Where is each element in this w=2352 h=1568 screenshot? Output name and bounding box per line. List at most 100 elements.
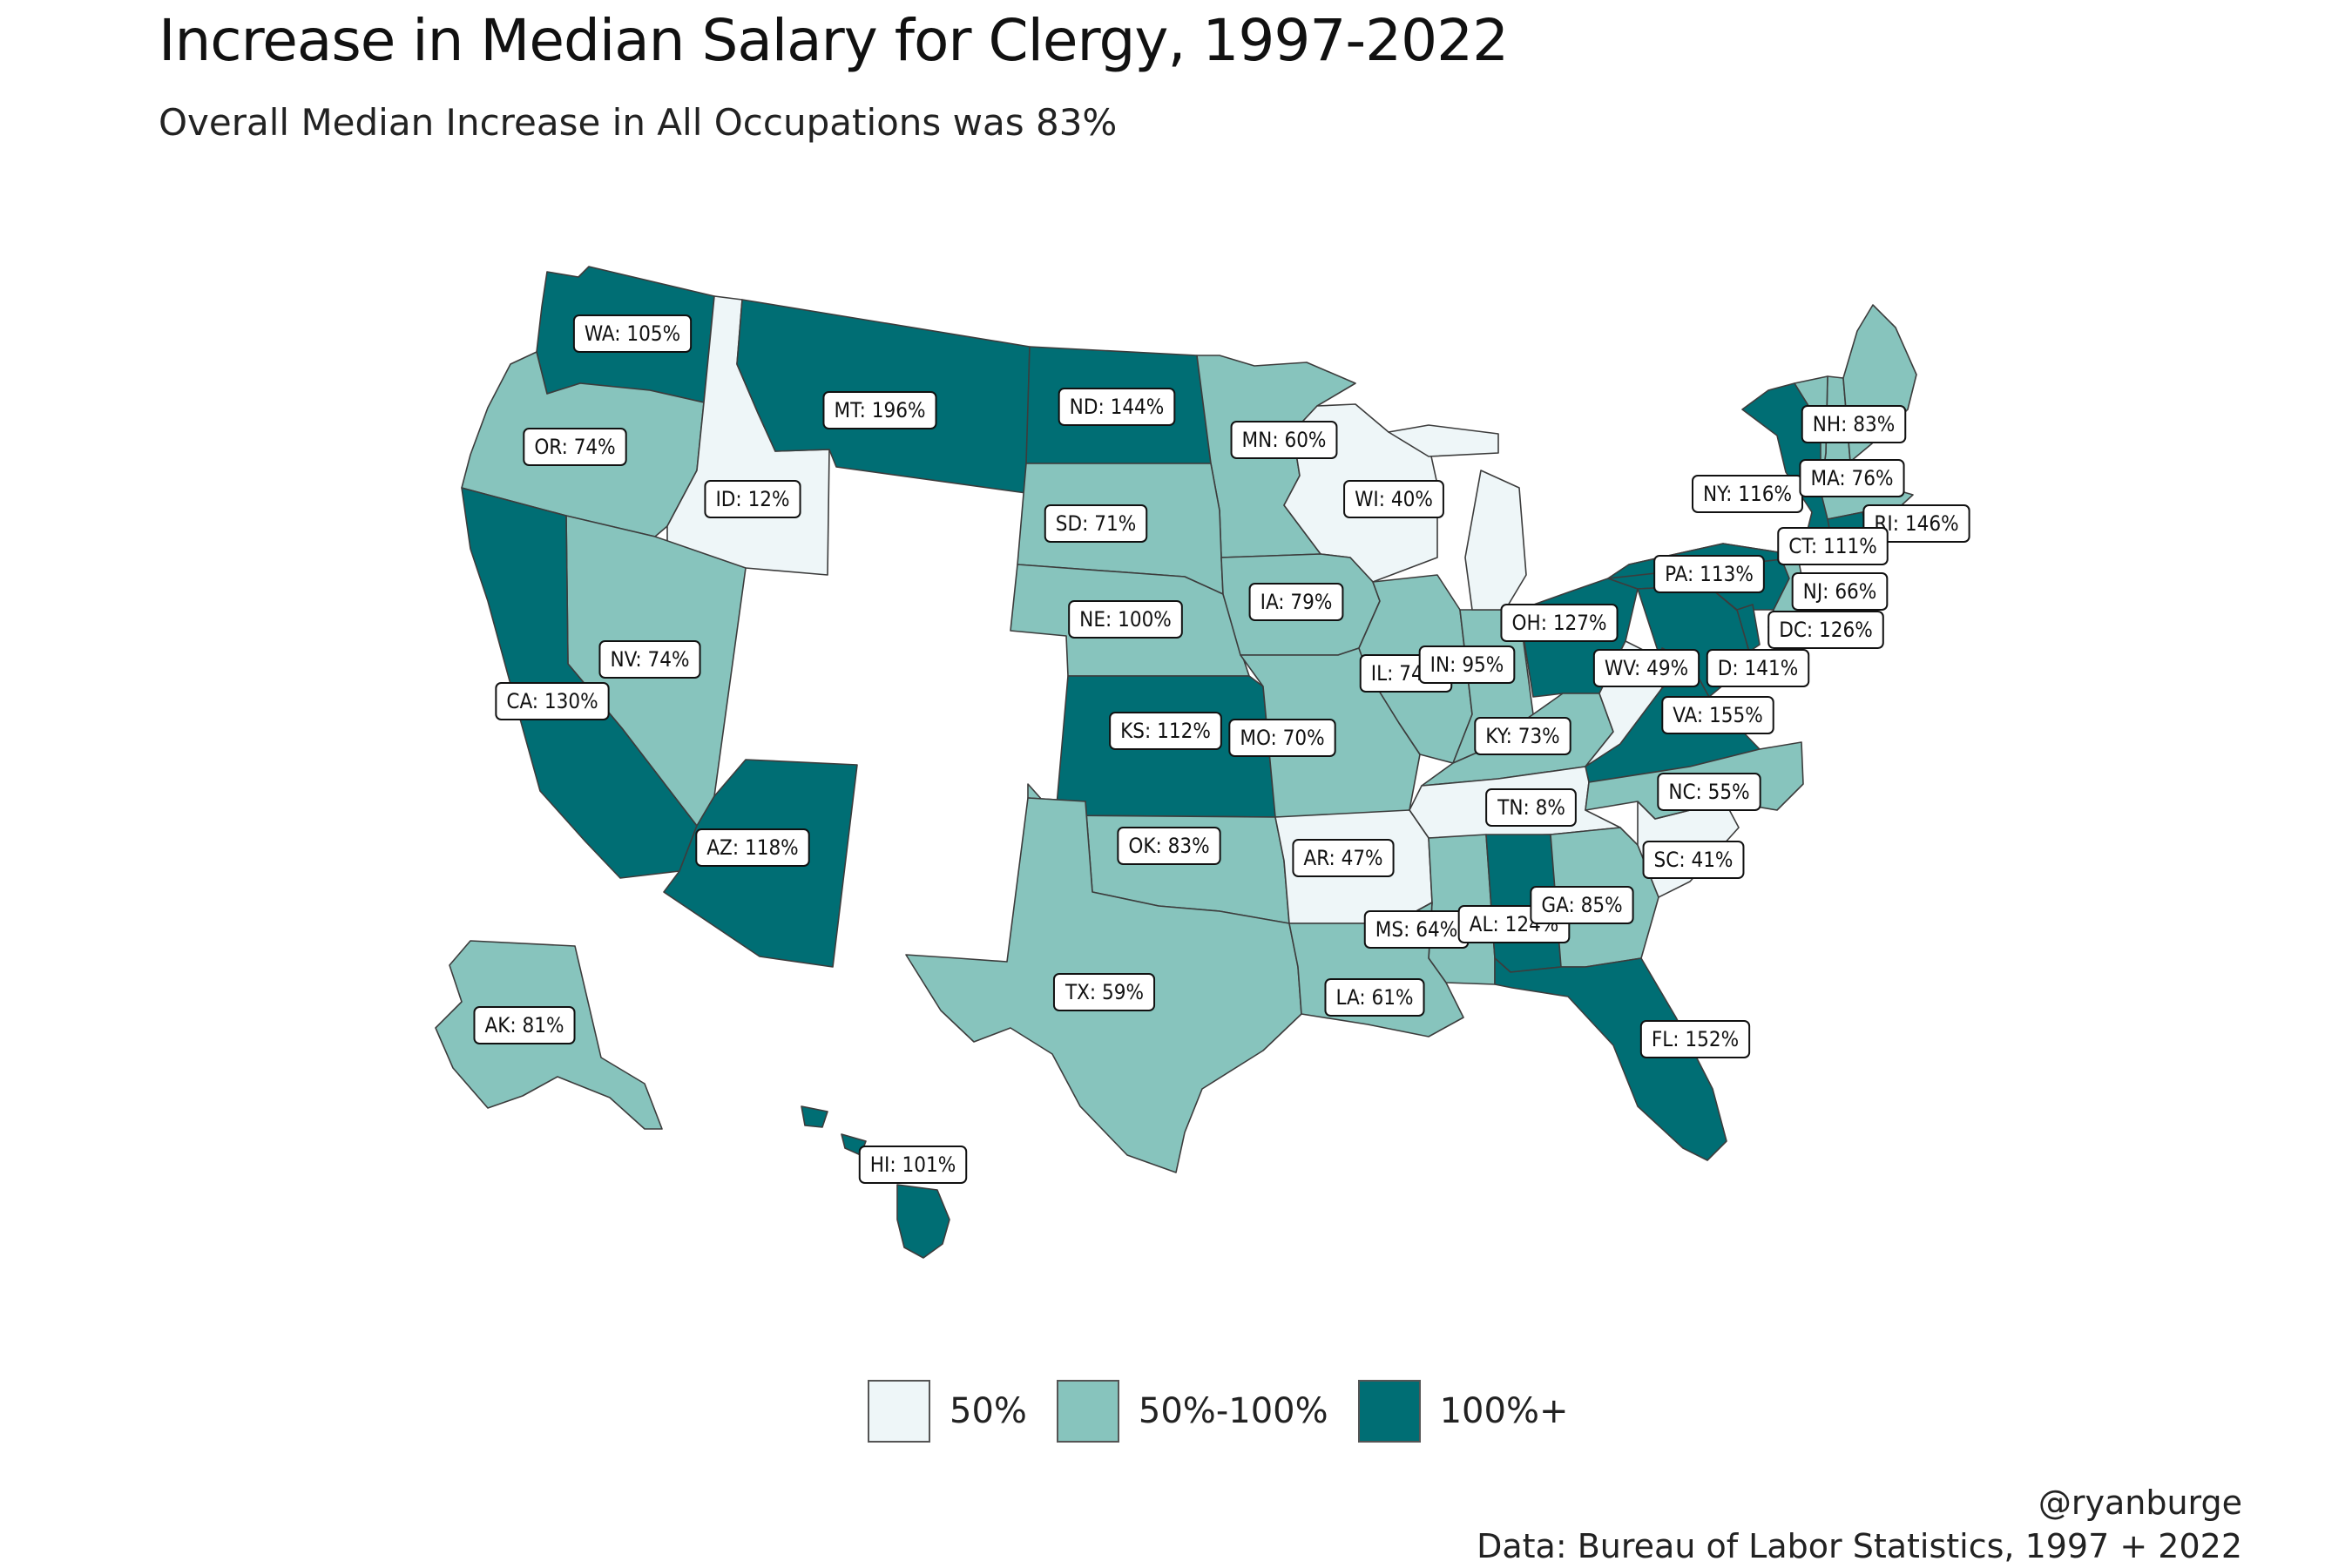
state-label-ma: MA: 76%	[1799, 459, 1905, 497]
credit-handle: @ryanburge	[2038, 1484, 2242, 1522]
svg-text:IA: 79%: IA: 79%	[1260, 590, 1333, 614]
legend-swatch-low	[868, 1380, 930, 1443]
state-label-oh: OH: 127%	[1500, 604, 1619, 642]
legend-swatch-mid	[1056, 1380, 1119, 1443]
svg-text:IN: 95%: IN: 95%	[1430, 652, 1504, 677]
state-label-nv: NV: 74%	[598, 640, 701, 679]
svg-text:MA: 76%: MA: 76%	[1810, 466, 1893, 490]
svg-text:TN: 8%: TN: 8%	[1497, 795, 1565, 820]
legend-item-low: 50%	[868, 1380, 1027, 1443]
state-label-hi: HI: 101%	[858, 1146, 968, 1184]
svg-text:KY: 73%: KY: 73%	[1485, 724, 1559, 748]
svg-text:AR: 47%: AR: 47%	[1303, 846, 1382, 870]
svg-text:TX: 59%: TX: 59%	[1064, 980, 1144, 1004]
svg-text:NV: 74%: NV: 74%	[610, 647, 689, 672]
svg-text:CT: 111%: CT: 111%	[1788, 534, 1876, 558]
svg-text:KS: 112%: KS: 112%	[1120, 719, 1211, 743]
svg-text:ID: 12%: ID: 12%	[715, 487, 789, 511]
state-label-sc: SC: 41%	[1642, 841, 1745, 879]
svg-text:NC: 55%: NC: 55%	[1668, 780, 1749, 804]
state-label-pa: PA: 113%	[1653, 555, 1765, 593]
state-label-ny: NY: 116%	[1692, 475, 1803, 513]
svg-text:GA: 85%: GA: 85%	[1541, 893, 1622, 917]
state-label-ky: KY: 73%	[1474, 717, 1571, 755]
state-label-nj: NJ: 66%	[1791, 572, 1889, 611]
state-label-ne: NE: 100%	[1068, 600, 1183, 639]
svg-text:NE: 100%: NE: 100%	[1079, 607, 1172, 632]
svg-text:AK: 81%: AK: 81%	[484, 1013, 564, 1037]
state-label-mo: MO: 70%	[1228, 719, 1336, 757]
legend-label-low: 50%	[950, 1391, 1027, 1431]
credit: @ryanburge Data: Bureau of Labor Statist…	[1477, 1481, 2242, 1568]
state-label-ga: GA: 85%	[1530, 886, 1634, 924]
svg-text:MN: 60%: MN: 60%	[1242, 428, 1327, 452]
legend-swatch-high	[1357, 1380, 1421, 1443]
state-label-wi: WI: 40%	[1343, 480, 1444, 518]
state-label-ks: KS: 112%	[1109, 712, 1222, 750]
legend-label-high: 100%+	[1439, 1391, 1569, 1431]
state-label-ia: IA: 79%	[1248, 583, 1344, 621]
state-label-mn: MN: 60%	[1230, 421, 1338, 459]
svg-text:MT: 196%: MT: 196%	[834, 398, 925, 422]
svg-text:SC: 41%: SC: 41%	[1654, 848, 1734, 872]
state-label-sd: SD: 71%	[1044, 504, 1148, 543]
legend-label-mid: 50%-100%	[1138, 1391, 1328, 1431]
state-label-az: AZ: 118%	[695, 828, 810, 867]
svg-text:NH: 83%: NH: 83%	[1813, 412, 1896, 436]
svg-text:OH: 127%: OH: 127%	[1511, 611, 1606, 635]
state-label-or: OR: 74%	[523, 428, 627, 466]
map-subtitle: Overall Median Increase in All Occupatio…	[159, 101, 1118, 144]
state-label-va: VA: 155%	[1661, 696, 1774, 734]
state-label-mt: MT: 196%	[822, 391, 937, 429]
state-label-ms: MS: 64%	[1363, 910, 1470, 949]
legend-item-mid: 50%-100%	[1056, 1380, 1328, 1443]
svg-text:HI: 101%: HI: 101%	[870, 1152, 956, 1177]
svg-text:WA: 105%: WA: 105%	[585, 321, 680, 346]
state-hi	[801, 1105, 950, 1259]
state-label-wv: WV: 49%	[1592, 649, 1700, 687]
state-label-in: IN: 95%	[1418, 645, 1516, 684]
state-label-nd: ND: 144%	[1058, 388, 1176, 426]
state-de	[1736, 604, 1761, 652]
svg-text:D: 141%: D: 141%	[1718, 656, 1798, 680]
svg-text:MO: 70%: MO: 70%	[1240, 726, 1324, 750]
credit-source: Data: Bureau of Labor Statistics, 1997 +…	[1477, 1527, 2242, 1565]
state-label-nh: NH: 83%	[1801, 405, 1907, 443]
svg-text:LA: 61%: LA: 61%	[1335, 985, 1413, 1010]
state-label-ca: CA: 130%	[495, 682, 610, 720]
svg-text:FL: 152%: FL: 152%	[1652, 1027, 1739, 1051]
svg-text:ND: 144%: ND: 144%	[1070, 395, 1165, 419]
state-label-dc: DC: 126%	[1767, 611, 1884, 649]
svg-text:DC: 126%: DC: 126%	[1779, 618, 1873, 642]
state-label-ri: RI: 146%	[1862, 504, 1970, 543]
svg-text:WI: 40%: WI: 40%	[1355, 487, 1433, 511]
svg-text:CA: 130%: CA: 130%	[506, 689, 598, 713]
state-label-md: D: 141%	[1706, 649, 1810, 687]
svg-text:SD: 71%: SD: 71%	[1056, 511, 1136, 536]
state-label-nc: NC: 55%	[1657, 773, 1761, 811]
state-fl	[1494, 957, 1727, 1161]
state-label-ar: AR: 47%	[1292, 839, 1395, 877]
legend: 50% 50%-100% 100%+	[868, 1380, 1598, 1443]
svg-text:WV: 49%: WV: 49%	[1605, 656, 1688, 680]
svg-text:MS: 64%: MS: 64%	[1375, 917, 1457, 942]
svg-text:NJ: 66%: NJ: 66%	[1803, 579, 1877, 604]
state-label-ak: AK: 81%	[473, 1006, 576, 1044]
svg-text:NY: 116%: NY: 116%	[1703, 482, 1792, 506]
svg-text:PA: 113%: PA: 113%	[1665, 562, 1754, 586]
state-label-tn: TN: 8%	[1485, 788, 1577, 827]
state-label-la: LA: 61%	[1324, 978, 1425, 1017]
state-label-id: ID: 12%	[704, 480, 801, 518]
state-label-fl: FL: 152%	[1639, 1020, 1751, 1058]
state-label-wa: WA: 105%	[572, 314, 693, 353]
state-label-ct: CT: 111%	[1777, 527, 1889, 565]
svg-text:AZ: 118%: AZ: 118%	[706, 835, 798, 860]
state-label-tx: TX: 59%	[1052, 973, 1156, 1011]
svg-text:OK: 83%: OK: 83%	[1128, 834, 1209, 858]
state-label-ok: OK: 83%	[1117, 827, 1221, 865]
svg-text:OR: 74%: OR: 74%	[534, 435, 615, 459]
svg-text:VA: 155%: VA: 155%	[1673, 703, 1762, 727]
svg-text:RI: 146%: RI: 146%	[1874, 511, 1958, 536]
map-title: Increase in Median Salary for Clergy, 19…	[159, 7, 1509, 74]
